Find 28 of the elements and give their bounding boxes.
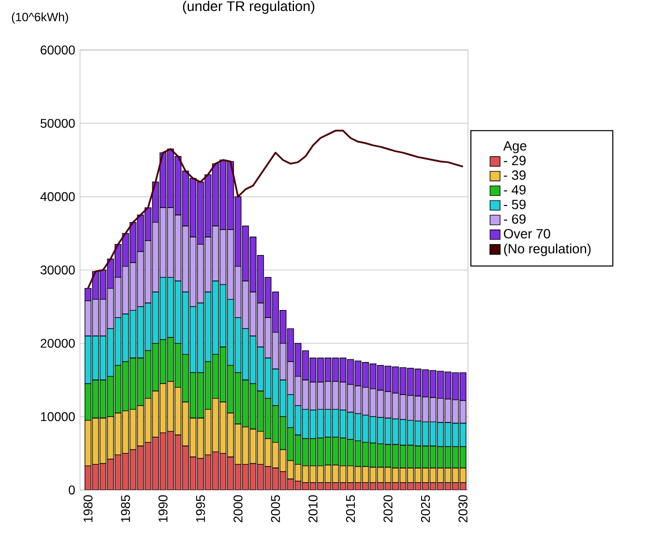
x-tick-label: 1980 [84,495,93,522]
y-axis-title: (10^6kWh) [12,12,68,24]
x-tick-label: 2005 [271,495,280,522]
x-tick-label: 2025 [420,495,430,522]
x-tick-label: 2020 [384,495,392,522]
legend-label: - 39 [504,170,526,180]
legend-label: - 69 [504,214,526,224]
y-tick-label: 50000 [40,118,75,128]
y-tick-label: 20000 [40,338,75,348]
legend-label: (No regulation) [504,244,591,256]
x-tick-label: 2000 [234,495,242,522]
legend-label: - 59 [504,200,526,210]
x-tick-label: 1990 [158,495,168,522]
x-tick-label: 2015 [346,495,355,522]
legend-label: - 49 [504,185,526,195]
legend-label: Over 70 [504,229,550,238]
x-tick-label: 2030 [458,495,468,522]
x-tick-label: 1995 [196,495,205,522]
y-tick-label: 40000 [40,192,75,202]
legend-title: Age [503,141,526,154]
y-tick-label: 30000 [40,266,75,274]
y-tick-label: 60000 [40,46,75,54]
y-tick-label: 0 [68,486,75,494]
legend-label: - 29 [504,156,526,166]
x-tick-label: 2010 [308,495,318,522]
y-tick-label: 10000 [41,412,75,422]
chart-title: (under TR regulation) [182,0,314,14]
x-tick-label: 1985 [121,495,130,522]
